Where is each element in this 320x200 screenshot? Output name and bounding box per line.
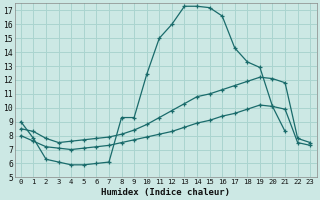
X-axis label: Humidex (Indice chaleur): Humidex (Indice chaleur) (101, 188, 230, 197)
